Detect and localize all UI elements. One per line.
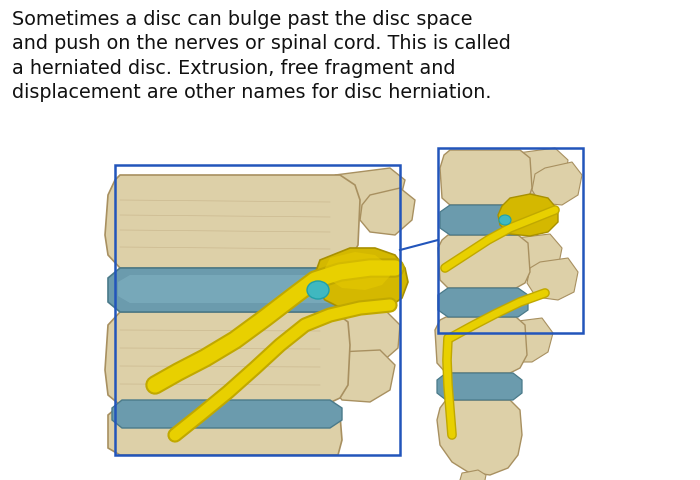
- Polygon shape: [527, 258, 578, 300]
- Polygon shape: [360, 188, 415, 235]
- Text: Sometimes a disc can bulge past the disc space
and push on the nerves or spinal : Sometimes a disc can bulge past the disc…: [12, 10, 511, 102]
- Ellipse shape: [499, 215, 511, 225]
- Polygon shape: [498, 194, 558, 236]
- Polygon shape: [335, 168, 405, 220]
- Ellipse shape: [307, 281, 329, 299]
- Bar: [438, 148, 583, 333]
- Polygon shape: [335, 310, 400, 365]
- Polygon shape: [510, 234, 562, 280]
- Polygon shape: [108, 268, 348, 312]
- Polygon shape: [460, 470, 486, 480]
- Polygon shape: [325, 252, 390, 290]
- Polygon shape: [118, 275, 342, 303]
- Polygon shape: [108, 405, 342, 455]
- Polygon shape: [440, 150, 532, 205]
- Polygon shape: [105, 175, 360, 268]
- Polygon shape: [437, 373, 522, 400]
- Polygon shape: [438, 235, 530, 288]
- Polygon shape: [500, 318, 553, 362]
- Polygon shape: [516, 148, 568, 195]
- Polygon shape: [440, 205, 530, 235]
- Polygon shape: [532, 162, 582, 205]
- Polygon shape: [437, 400, 522, 475]
- Polygon shape: [315, 248, 408, 312]
- Polygon shape: [112, 400, 342, 428]
- Polygon shape: [330, 350, 395, 402]
- Polygon shape: [105, 312, 350, 405]
- Bar: [115, 165, 400, 455]
- Polygon shape: [438, 288, 528, 317]
- Polygon shape: [435, 317, 527, 373]
